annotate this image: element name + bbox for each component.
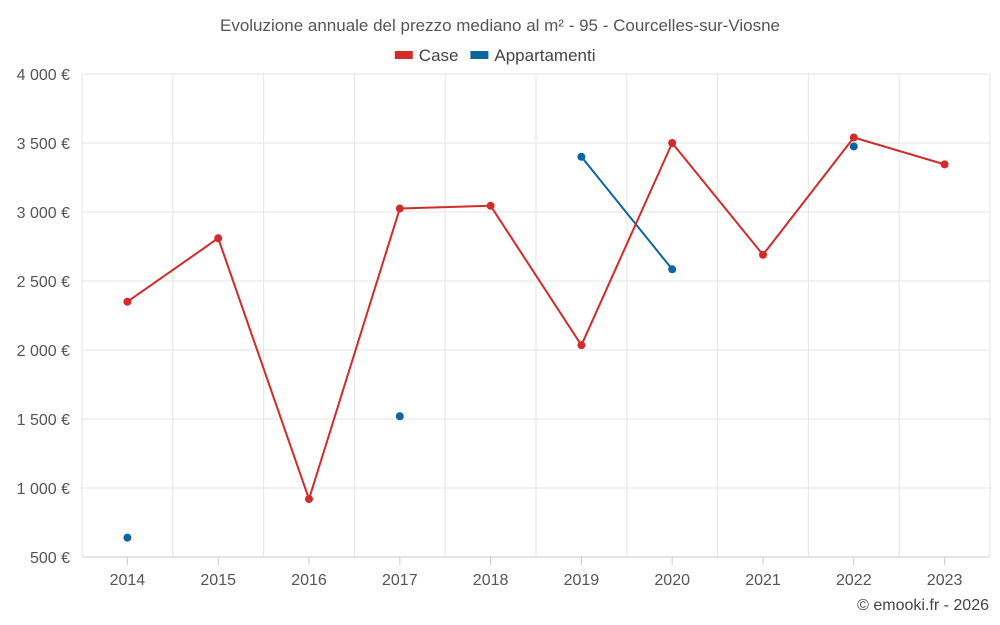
legend-label: Appartamenti	[494, 46, 595, 65]
series-line-segment	[580, 155, 674, 271]
data-point[interactable]	[940, 160, 949, 169]
data-point[interactable]	[668, 265, 677, 274]
series-line-segment	[398, 204, 492, 210]
x-tick-label: 2023	[927, 572, 963, 589]
series-line-segment	[489, 204, 583, 347]
data-point[interactable]	[577, 152, 586, 161]
legend-item-appartamenti[interactable]: Appartamenti	[470, 46, 596, 65]
legend-swatch	[394, 51, 413, 59]
x-tick-label: 2019	[564, 572, 600, 589]
x-tick-label: 2021	[745, 572, 781, 589]
x-axis: 2014 2015 2016 2017 2018 2019 2020 2021 2022 2023	[82, 556, 990, 589]
x-tick-label: 2017	[382, 572, 418, 589]
series-line-segment	[126, 237, 220, 303]
series-appartamenti	[123, 142, 858, 542]
chart-title: Evoluzione annuale del prezzo mediano al…	[220, 16, 780, 35]
y-tick-label: 500 €	[30, 550, 70, 567]
grid-lines	[81, 73, 991, 558]
x-tick-label: 2020	[654, 572, 690, 589]
x-tick-label: 2015	[200, 572, 236, 589]
data-point[interactable]	[395, 412, 404, 421]
series-line-segment	[217, 237, 310, 501]
x-tick-label: 2018	[473, 572, 509, 589]
x-tick-label: 2022	[836, 572, 872, 589]
data-point[interactable]	[123, 533, 132, 542]
legend-label: Case	[419, 46, 459, 65]
series-line-segment	[762, 136, 855, 256]
y-tick-label: 1 000 €	[17, 481, 70, 498]
y-axis: 500 € 1 000 € 1 500 € 2 000 € 2 500 € 3 000 €…	[17, 67, 70, 567]
y-tick-label: 3 500 €	[17, 136, 70, 153]
series-case	[123, 133, 949, 504]
legend-swatch	[470, 51, 489, 59]
y-tick-label: 1 500 €	[17, 412, 70, 429]
series-line-segment	[580, 142, 674, 347]
series-line-segment	[671, 142, 764, 256]
series-line-segment	[852, 136, 946, 166]
data-point[interactable]	[123, 297, 132, 306]
data-point[interactable]	[668, 139, 677, 147]
legend-item-case[interactable]: Case	[394, 46, 459, 65]
data-point[interactable]	[486, 201, 495, 210]
y-tick-label: 3 000 €	[17, 205, 70, 222]
x-tick-label: 2014	[110, 572, 146, 589]
y-tick-label: 4 000 €	[17, 67, 70, 84]
data-point[interactable]	[849, 142, 858, 151]
data-point[interactable]	[395, 204, 404, 213]
chart-legend: Case Appartamenti	[394, 46, 596, 65]
data-point[interactable]	[577, 341, 586, 350]
x-tick-label: 2016	[291, 572, 327, 589]
data-point[interactable]	[305, 495, 313, 504]
data-point[interactable]	[214, 234, 223, 243]
chart-credit: © emooki.fr - 2026	[857, 597, 989, 614]
series-line-segment	[308, 207, 401, 501]
y-tick-label: 2 500 €	[17, 274, 70, 291]
data-point[interactable]	[849, 133, 858, 142]
data-point[interactable]	[759, 250, 767, 259]
series-layer	[123, 133, 949, 542]
y-tick-label: 2 000 €	[17, 343, 70, 360]
